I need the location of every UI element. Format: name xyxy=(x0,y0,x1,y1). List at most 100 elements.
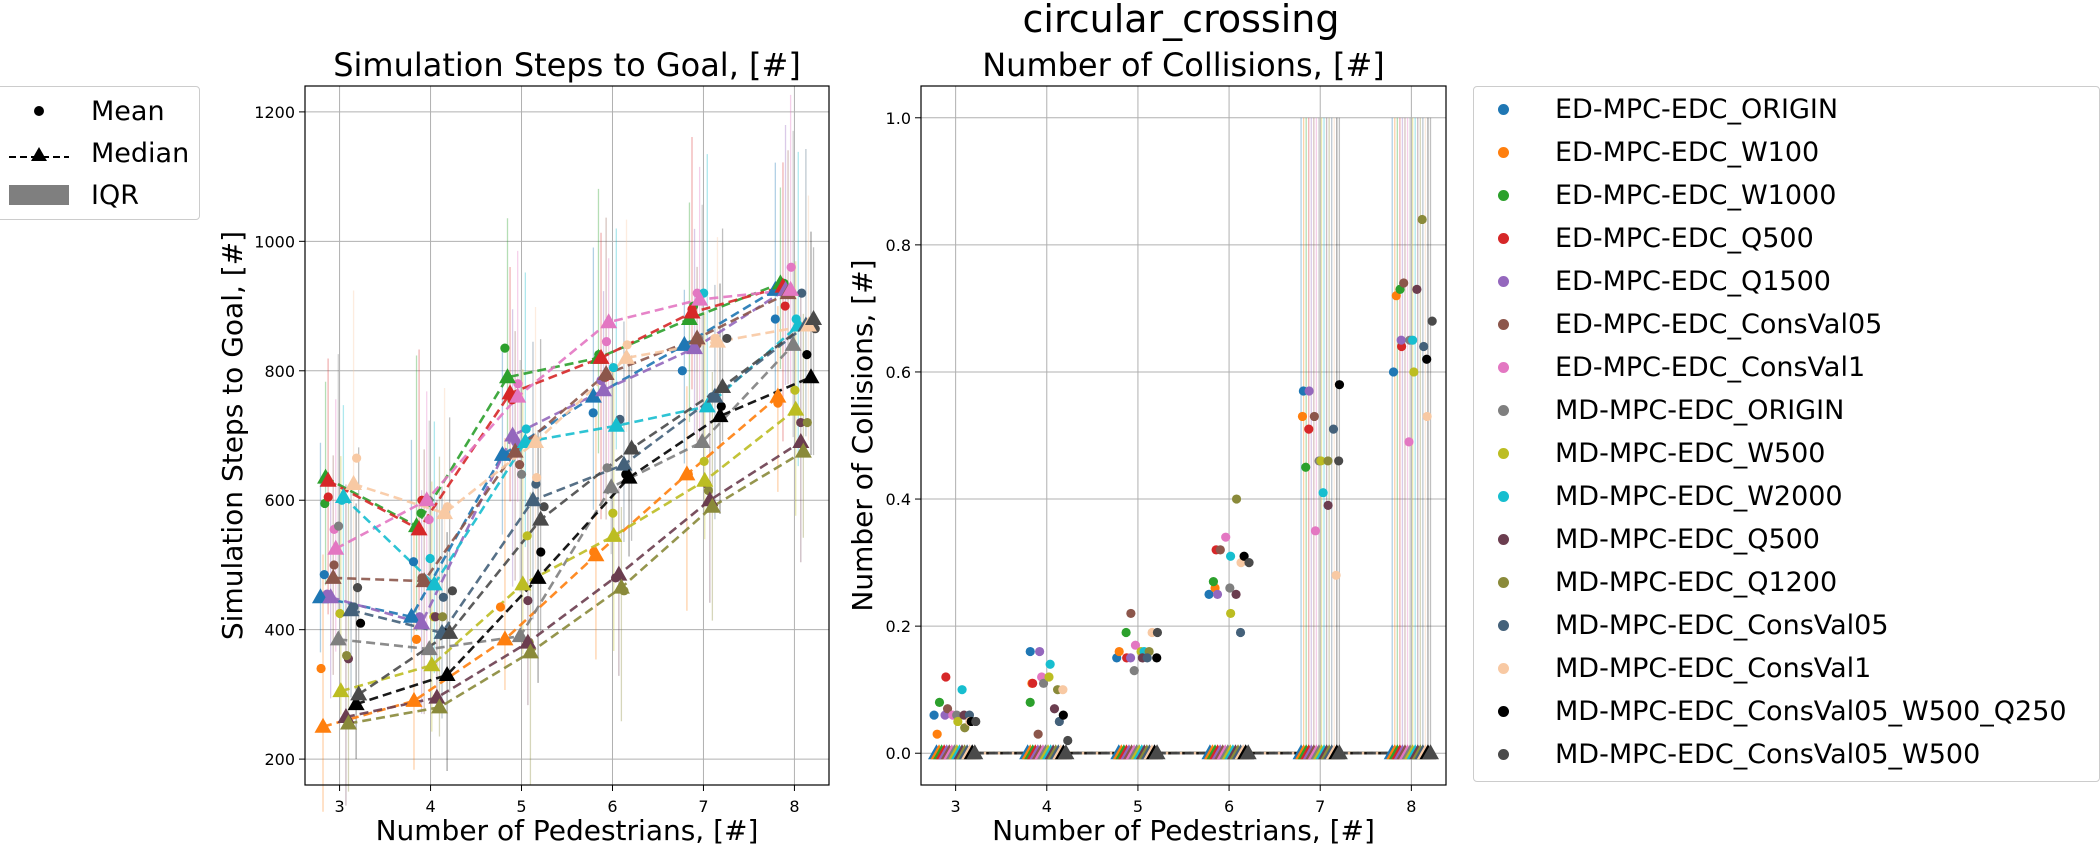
x-tick-label: 4 xyxy=(1042,797,1052,816)
mean-point xyxy=(722,333,732,344)
mean-point xyxy=(932,729,942,739)
mean-point xyxy=(1334,456,1344,466)
series-legend-label: MD-MPC-EDC_ConsVal05 xyxy=(1555,609,1889,641)
mean-point xyxy=(941,672,951,682)
median-point xyxy=(1057,744,1075,760)
mean-point xyxy=(699,456,709,466)
series-legend-item: ED-MPC-EDC_W100 xyxy=(1498,134,1819,170)
mean-point xyxy=(523,595,533,606)
x-axis-label: Number of Pedestrians, [#] xyxy=(992,814,1375,847)
mean-point xyxy=(1244,557,1254,568)
mean-point xyxy=(770,314,780,324)
median-point xyxy=(342,601,360,617)
x-tick-label: 6 xyxy=(1224,797,1234,816)
median-point xyxy=(675,335,693,351)
median-point xyxy=(678,465,696,481)
y-tick-label: 0.0 xyxy=(886,744,911,763)
series-color-dot xyxy=(1498,361,1509,373)
median-point xyxy=(784,335,802,351)
y-tick-label: 400 xyxy=(264,621,295,640)
mean-point xyxy=(1408,335,1418,345)
median-point xyxy=(521,643,539,659)
mean-point xyxy=(1412,284,1422,294)
stat-legend-median: Median xyxy=(9,135,189,171)
mean-point xyxy=(1334,380,1345,390)
median-point xyxy=(428,688,446,704)
median-point xyxy=(509,387,527,403)
median-point xyxy=(794,442,812,458)
mean-point xyxy=(323,492,333,502)
mean-point xyxy=(1404,437,1414,447)
mean-point xyxy=(608,508,618,518)
median-point xyxy=(792,432,810,448)
y-tick-label: 200 xyxy=(264,750,295,769)
mean-point xyxy=(622,340,632,350)
stat-legend-iqr: IQR xyxy=(9,177,139,213)
mean-marker-icon xyxy=(9,93,69,129)
series-legend-item: ED-MPC-EDC_Q1500 xyxy=(1498,263,1831,299)
series-legend-item: MD-MPC-EDC_Q1200 xyxy=(1498,564,1837,600)
series-legend-label: MD-MPC-EDC_W2000 xyxy=(1555,480,1843,512)
series-color-dot xyxy=(1498,705,1509,717)
series-legend-label: ED-MPC-EDC_Q500 xyxy=(1555,222,1814,254)
mean-point xyxy=(411,634,422,644)
mean-point xyxy=(1396,335,1406,345)
series-legend-label: MD-MPC-EDC_ConsVal05_W500 xyxy=(1555,738,1981,770)
mean-point xyxy=(521,424,531,434)
mean-point xyxy=(780,301,790,311)
median-point xyxy=(493,445,511,461)
mean-point xyxy=(352,453,362,463)
series-legend-item: MD-MPC-EDC_W2000 xyxy=(1498,478,1843,514)
mean-point xyxy=(500,343,510,353)
mean-point xyxy=(1212,589,1223,599)
median-point xyxy=(527,432,545,448)
median-point xyxy=(615,455,633,471)
median-point xyxy=(595,381,613,397)
mean-point xyxy=(716,401,726,411)
median-point xyxy=(322,588,340,604)
median-point xyxy=(504,426,522,442)
median-point xyxy=(1422,744,1440,760)
mean-point xyxy=(1152,653,1162,663)
mean-point xyxy=(934,697,945,707)
mean-point xyxy=(1422,354,1432,364)
mean-point xyxy=(1204,589,1214,599)
mean-point xyxy=(602,463,612,473)
median-point xyxy=(511,627,529,643)
mean-point xyxy=(1121,627,1131,638)
median-line xyxy=(340,408,797,693)
median-point xyxy=(698,397,716,413)
mean-point xyxy=(1152,627,1163,638)
mean-point xyxy=(539,502,549,512)
series-legend-item: MD-MPC-EDC_ConsVal05_W500_Q250 xyxy=(1498,693,2067,729)
mean-point xyxy=(1399,278,1409,288)
series-legend-label: ED-MPC-EDC_W1000 xyxy=(1555,179,1837,211)
median-point xyxy=(787,400,805,416)
median-point xyxy=(430,698,448,714)
series-legend-item: ED-MPC-EDC_W1000 xyxy=(1498,177,1836,213)
median-point xyxy=(612,578,630,594)
mean-point xyxy=(1316,456,1326,466)
iqr-band-icon xyxy=(9,177,69,213)
mean-point xyxy=(790,385,800,395)
mean-point xyxy=(1301,462,1311,472)
mean-point xyxy=(1221,532,1231,542)
median-line xyxy=(333,291,789,583)
mean-point xyxy=(797,288,807,298)
series-color-dot xyxy=(1498,533,1509,545)
mean-point xyxy=(1129,666,1139,676)
median-point xyxy=(410,520,428,536)
median-line xyxy=(345,440,802,719)
mean-point xyxy=(1331,570,1341,580)
median-point xyxy=(436,504,454,520)
mean-point xyxy=(424,515,434,525)
mean-point xyxy=(1318,488,1328,498)
series-legend-label: MD-MPC-EDC_ORIGIN xyxy=(1555,394,1845,426)
mean-point xyxy=(1142,653,1152,663)
mean-point xyxy=(786,262,796,272)
mean-point xyxy=(1225,583,1235,593)
median-point xyxy=(413,614,431,630)
mean-point xyxy=(677,366,687,376)
median-point xyxy=(703,497,721,513)
